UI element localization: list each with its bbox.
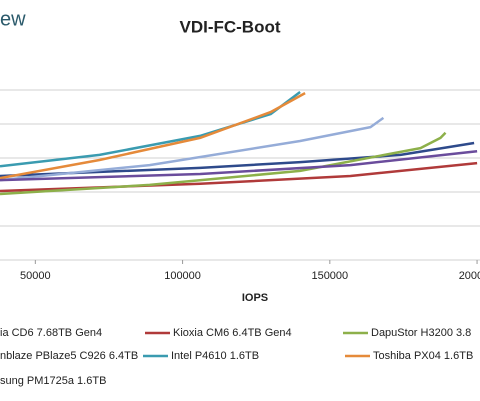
legend-label: nblaze PBlaze5 C926 6.4TB bbox=[0, 350, 138, 362]
legend-label: sung PM1725a 1.6TB bbox=[0, 375, 106, 387]
series-line bbox=[0, 131, 447, 196]
series-line bbox=[0, 90, 301, 168]
x-tick-label: 150000 bbox=[311, 270, 348, 282]
logo: ew bbox=[0, 8, 26, 30]
x-tick-label: 50000 bbox=[20, 270, 51, 282]
series-line bbox=[0, 92, 306, 180]
x-axis-label: IOPS bbox=[242, 292, 268, 304]
chart-title: VDI-FC-Boot bbox=[179, 17, 280, 36]
series-line bbox=[0, 116, 385, 182]
series-line bbox=[0, 149, 478, 182]
legend-label: Intel P4610 1.6TB bbox=[171, 350, 259, 362]
x-tick-label: 100000 bbox=[164, 270, 201, 282]
legend-label: Toshiba PX04 1.6TB bbox=[373, 350, 473, 362]
legend-label: DapuStor H3200 3.8 bbox=[371, 327, 471, 339]
x-tick-label: 200000 bbox=[459, 270, 480, 282]
legend-label: Kioxia CM6 6.4TB Gen4 bbox=[173, 327, 292, 339]
legend-label: ia CD6 7.68TB Gen4 bbox=[0, 327, 102, 339]
